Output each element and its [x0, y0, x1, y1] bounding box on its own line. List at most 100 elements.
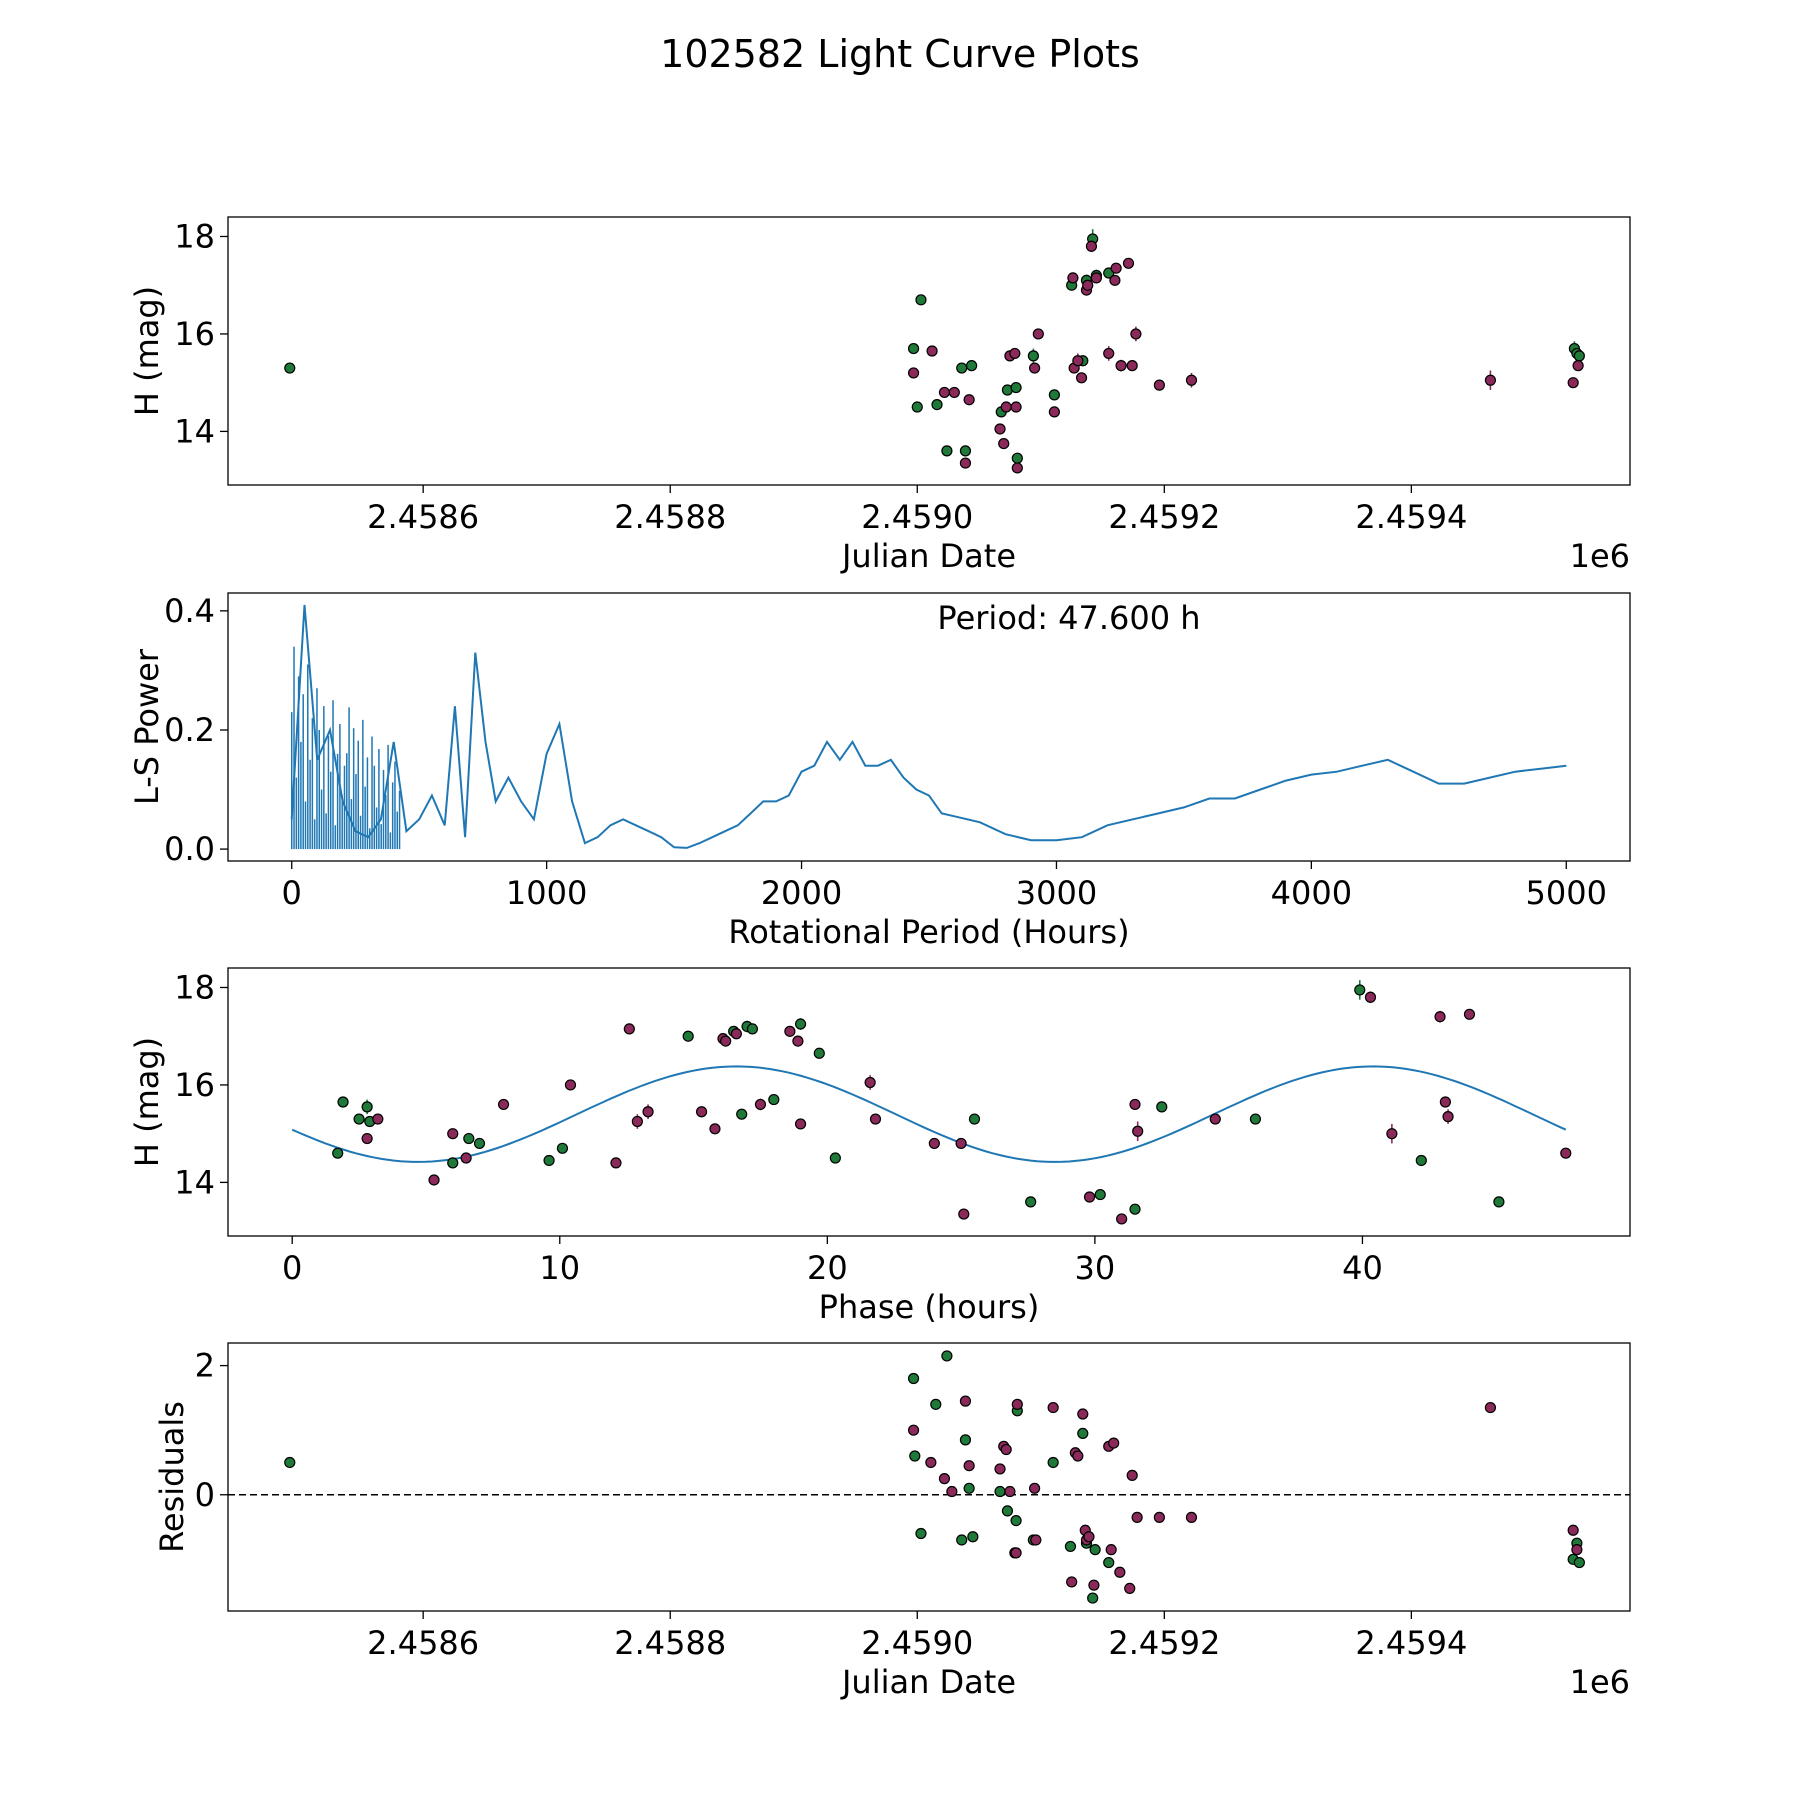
y-tick-label: 0.4 [164, 592, 215, 630]
data-point [1090, 272, 1102, 284]
data-point [1114, 1566, 1126, 1578]
data-point [736, 1108, 748, 1120]
x-axis-label: Phase (hours) [819, 1288, 1040, 1326]
data-point [948, 386, 960, 399]
y-axis-label: H (mag) [128, 286, 166, 416]
x-offset-text: 1e6 [1570, 1663, 1630, 1701]
y-tick-label: 18 [174, 217, 215, 255]
data-point [463, 1132, 475, 1145]
data-point [813, 1047, 825, 1059]
data-point [709, 1123, 721, 1135]
x-tick-label: 2.4592 [1108, 498, 1220, 536]
data-point [1354, 984, 1366, 996]
data-point [332, 1147, 344, 1159]
data-point [361, 1101, 373, 1113]
x-tick-label: 2.4588 [614, 1624, 726, 1662]
data-point [1156, 1101, 1168, 1113]
data-point [564, 1079, 577, 1091]
data-point [1116, 1213, 1128, 1225]
data-point [869, 1113, 882, 1125]
data-point [1108, 1437, 1120, 1449]
data-point [1439, 1096, 1451, 1108]
series-green [332, 980, 1505, 1215]
data-point [1109, 274, 1121, 286]
data-point [1010, 381, 1022, 394]
data-point [1434, 1011, 1446, 1023]
data-point [909, 1450, 921, 1462]
data-point [792, 1035, 804, 1047]
series-magenta [907, 240, 1584, 474]
x-tick-label: 20 [807, 1249, 848, 1287]
data-point [784, 1025, 796, 1037]
data-point [1573, 350, 1585, 362]
data-point [1032, 328, 1044, 340]
x-tick-label: 4000 [1271, 874, 1352, 912]
x-tick-label: 2.4590 [861, 1624, 973, 1662]
data-point [959, 457, 972, 469]
data-point [1077, 1427, 1089, 1440]
data-point [1087, 1592, 1099, 1604]
data-point [994, 423, 1006, 435]
data-point [1185, 1511, 1198, 1523]
data-point [1067, 272, 1079, 284]
data-point [682, 1030, 694, 1042]
data-point [1122, 257, 1135, 269]
y-tick-label: 14 [174, 412, 215, 450]
data-point [1064, 1540, 1077, 1553]
data-point [1129, 1203, 1141, 1215]
data-point [864, 1076, 876, 1089]
data-point [1484, 374, 1497, 386]
data-point [928, 1137, 940, 1150]
data-point [911, 401, 923, 413]
data-point [1124, 1582, 1136, 1594]
data-point [1083, 1191, 1096, 1203]
x-tick-label: 2.4592 [1108, 1624, 1220, 1662]
data-point [1153, 1511, 1165, 1523]
data-point [642, 1106, 654, 1118]
data-point [907, 367, 920, 379]
data-point [998, 437, 1010, 450]
data-point [1011, 462, 1023, 474]
model-fit-line [291, 1065, 1567, 1163]
data-point [1085, 240, 1098, 252]
data-point [1029, 1482, 1041, 1494]
x-tick-label: 2000 [761, 874, 842, 912]
data-point [938, 1473, 951, 1485]
data-point [1185, 374, 1198, 386]
x-tick-label: 2.4590 [861, 498, 973, 536]
y-axis-label: Residuals [153, 1401, 191, 1553]
data-point [1573, 1556, 1585, 1569]
data-point [1048, 389, 1060, 401]
x-tick-label: 5000 [1526, 874, 1607, 912]
x-tick-label: 0 [282, 1249, 302, 1287]
data-point [915, 294, 927, 306]
y-tick-label: 2 [195, 1347, 215, 1385]
data-point [1047, 1401, 1059, 1414]
x-axis-label: Rotational Period (Hours) [728, 913, 1129, 951]
x-tick-label: 2.4588 [614, 498, 726, 536]
y-tick-label: 0 [195, 1476, 215, 1514]
data-point [372, 1113, 384, 1125]
data-point [473, 1137, 486, 1150]
data-point [610, 1157, 622, 1169]
data-point [1484, 1401, 1497, 1414]
data-point [1463, 1008, 1476, 1020]
periodogram-line [290, 604, 1567, 849]
data-point [1088, 1579, 1100, 1591]
data-point [1153, 379, 1165, 391]
data-point [1047, 1456, 1059, 1469]
data-point [1010, 1514, 1022, 1527]
y-tick-label: 16 [174, 315, 215, 353]
series-green [284, 1350, 1585, 1604]
data-point [543, 1154, 555, 1167]
x-tick-label: 2.4594 [1355, 1624, 1467, 1662]
data-point [730, 1028, 742, 1040]
figure-title: 102582 Light Curve Plots [660, 32, 1140, 76]
data-point [1115, 360, 1127, 372]
y-tick-label: 18 [174, 968, 215, 1006]
y-tick-label: 0.2 [164, 711, 215, 749]
data-point [915, 1527, 927, 1540]
data-point [1010, 1547, 1022, 1559]
